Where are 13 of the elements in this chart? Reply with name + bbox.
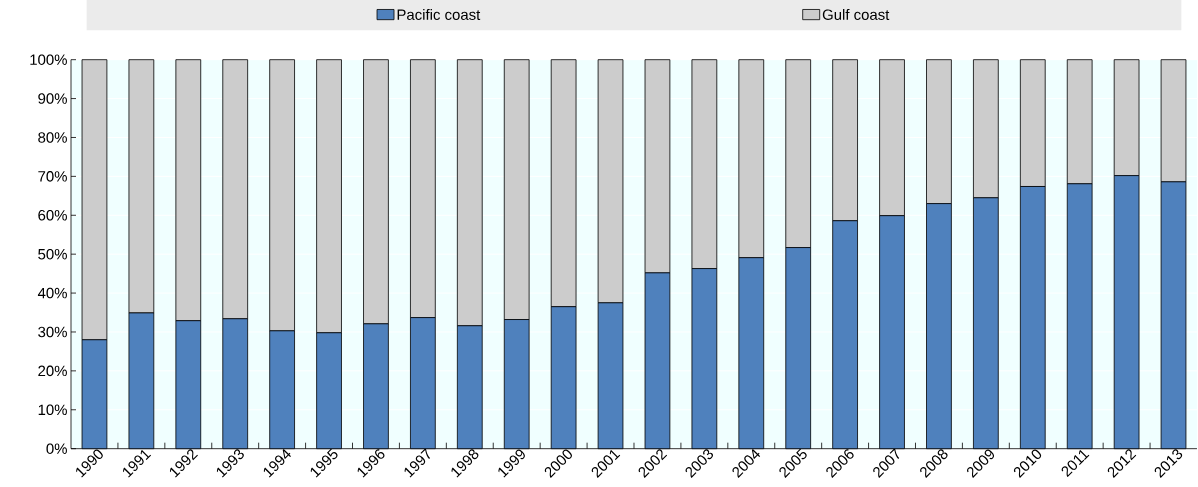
legend-label: Gulf coast [822,9,890,21]
legend-label: Pacific coast [397,9,481,21]
y-tick-label: 10% [38,404,67,416]
y-tick-label: 60% [38,210,67,221]
y-tick-label: 100% [30,54,67,66]
y-tick-label: 80% [38,132,67,143]
y-tick-label: 90% [38,93,67,105]
y-tick-label: 40% [37,287,67,299]
y-tick-label: 20% [38,365,67,377]
y-tick-label: 0% [46,443,67,455]
y-tick-label: 50% [38,249,67,260]
y-tick-label: 30% [38,326,67,338]
y-tick-label: 70% [38,171,67,182]
